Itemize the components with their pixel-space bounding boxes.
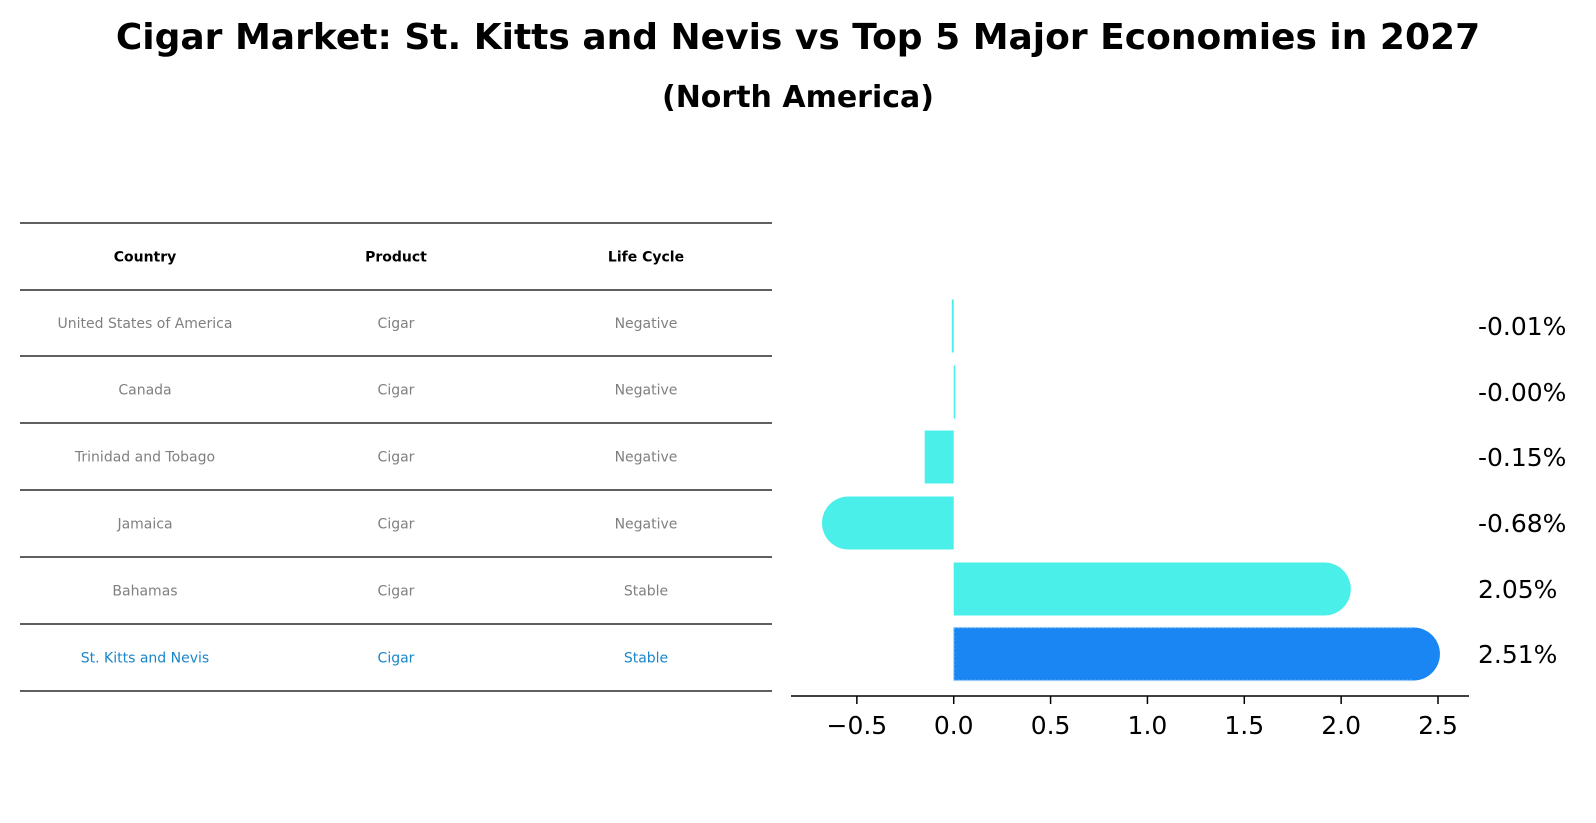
x-tick-label: 0.0 [934, 711, 974, 740]
x-tick-label: 1.0 [1128, 711, 1168, 740]
x-tick-label: 1.5 [1224, 711, 1264, 740]
data-label: -0.15% [1478, 443, 1566, 472]
table-cell: Negative [615, 450, 678, 466]
table-cell: Canada [118, 383, 171, 399]
x-tick-label: 2.0 [1321, 711, 1361, 740]
x-tick-label: 2.5 [1418, 711, 1458, 740]
bar-jamaica [821, 496, 954, 550]
table-header-life-cycle: Life Cycle [608, 250, 684, 266]
x-tick-label: −0.5 [827, 711, 888, 740]
table-cell: Bahamas [112, 584, 177, 600]
bar-shape [953, 627, 1440, 681]
table-cell: Negative [615, 316, 678, 332]
bar-shape [953, 562, 1351, 616]
bar-bahamas [953, 562, 1351, 616]
table-cell: Cigar [378, 383, 415, 399]
data-label: -0.00% [1478, 378, 1566, 407]
table-cell: Trinidad and Tobago [74, 450, 215, 466]
bar-united-states-of-america [951, 299, 954, 353]
data-label: -0.01% [1478, 312, 1566, 341]
table-cell: Jamaica [116, 517, 172, 533]
bar-chart: -0.01% -0.00% -0.15% -0.68% 2.05% 2.51% −0.5 0.… [791, 299, 1566, 740]
data-label: -0.68% [1478, 509, 1566, 538]
data-table: Country Product Life Cycle United States of… [20, 222, 772, 692]
data-label: 2.05% [1478, 575, 1557, 604]
table-cell: Cigar [378, 316, 415, 332]
bar-shape [821, 496, 954, 550]
bar-shape [924, 430, 954, 484]
table-cell: United States of America [58, 316, 233, 332]
table-cell: St. Kitts and Nevis [81, 651, 209, 667]
x-tick-label: 0.5 [1031, 711, 1071, 740]
table-cell: Cigar [378, 450, 415, 466]
chart-subtitle: (North America) [661, 80, 934, 115]
highlight-outline [952, 626, 1414, 682]
table-cell: Stable [624, 584, 668, 600]
data-label: 2.51% [1478, 640, 1557, 669]
table-cell: Negative [615, 383, 678, 399]
chart-title: Cigar Market: St. Kitts and Nevis vs Top… [115, 17, 1481, 58]
bar-trinidad-and-tobago [924, 430, 954, 484]
table-header-product: Product [365, 250, 427, 266]
bar-st-kitts-and-nevis [952, 626, 1440, 682]
bar-shape [951, 299, 954, 353]
table-cell: Stable [624, 651, 668, 667]
table-header-country: Country [114, 250, 177, 266]
bar-canada [953, 365, 956, 419]
table-cell: Cigar [378, 584, 415, 600]
table-cell: Cigar [378, 517, 415, 533]
bar-shape [953, 365, 956, 419]
table-cell: Negative [615, 517, 678, 533]
table-cell: Cigar [378, 651, 415, 667]
